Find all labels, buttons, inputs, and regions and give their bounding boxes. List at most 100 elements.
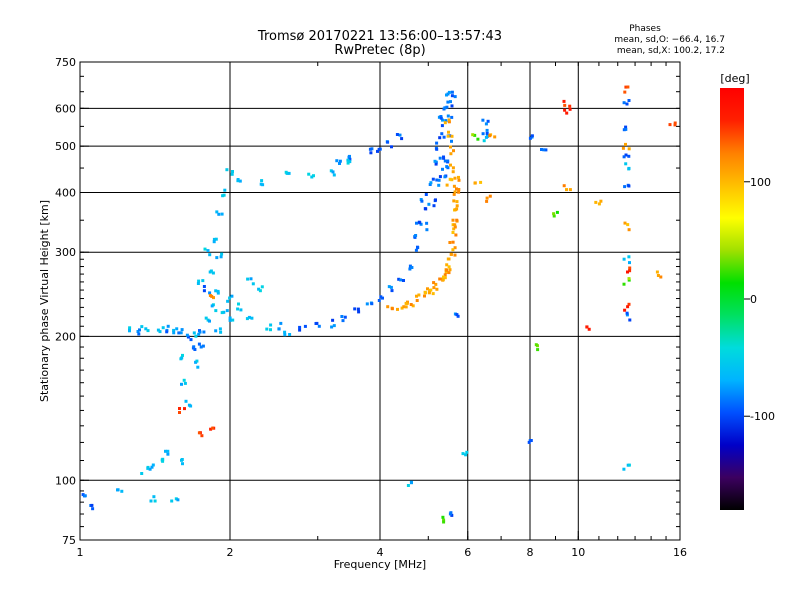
data-point bbox=[222, 193, 226, 197]
data-point bbox=[534, 343, 538, 347]
data-point bbox=[307, 172, 311, 176]
data-point bbox=[335, 159, 339, 163]
data-point bbox=[435, 287, 439, 291]
data-point bbox=[379, 295, 383, 299]
data-point bbox=[444, 119, 448, 123]
data-point bbox=[429, 181, 433, 185]
data-point bbox=[449, 163, 452, 167]
data-point bbox=[485, 132, 489, 135]
data-point bbox=[420, 199, 424, 203]
data-point bbox=[220, 311, 224, 315]
data-point bbox=[624, 125, 628, 129]
data-point bbox=[627, 166, 631, 170]
data-point bbox=[622, 467, 626, 471]
data-point bbox=[90, 503, 94, 507]
data-point bbox=[283, 333, 287, 337]
data-point bbox=[624, 142, 627, 146]
data-point bbox=[565, 188, 568, 192]
data-point bbox=[166, 449, 170, 453]
data-point bbox=[331, 318, 335, 322]
data-point bbox=[219, 255, 223, 259]
data-point bbox=[426, 287, 429, 291]
data-point bbox=[178, 407, 181, 410]
data-point bbox=[439, 116, 443, 120]
data-point bbox=[214, 309, 218, 313]
data-point bbox=[594, 200, 598, 204]
data-point bbox=[443, 273, 447, 277]
data-point bbox=[397, 277, 401, 281]
data-point bbox=[455, 204, 459, 208]
data-point bbox=[231, 170, 234, 173]
data-point bbox=[161, 457, 165, 461]
data-point bbox=[443, 159, 447, 163]
data-point bbox=[230, 172, 234, 176]
data-point bbox=[406, 484, 410, 487]
data-point bbox=[624, 162, 628, 166]
data-point bbox=[246, 277, 250, 281]
data-point bbox=[624, 153, 628, 157]
data-point bbox=[400, 137, 404, 141]
data-point bbox=[395, 133, 399, 136]
data-point bbox=[220, 212, 224, 216]
data-point bbox=[390, 307, 394, 311]
data-point bbox=[427, 291, 431, 295]
data-point bbox=[329, 169, 333, 173]
data-point bbox=[449, 252, 453, 256]
data-point bbox=[216, 289, 220, 293]
data-point bbox=[409, 303, 413, 306]
data-point bbox=[529, 439, 533, 442]
data-point bbox=[455, 218, 459, 222]
data-point bbox=[628, 269, 632, 273]
data-point bbox=[450, 90, 454, 94]
data-point bbox=[425, 221, 429, 225]
data-point bbox=[158, 330, 162, 334]
data-point bbox=[447, 265, 451, 269]
data-point bbox=[177, 331, 181, 335]
data-point bbox=[228, 296, 232, 300]
data-point bbox=[452, 184, 456, 188]
data-point bbox=[552, 214, 556, 218]
data-point bbox=[202, 285, 206, 288]
data-point bbox=[447, 257, 451, 261]
data-point bbox=[210, 294, 214, 298]
data-point bbox=[453, 246, 457, 250]
data-point bbox=[315, 321, 319, 325]
data-point bbox=[196, 282, 200, 285]
data-point bbox=[622, 101, 626, 105]
data-point bbox=[192, 345, 196, 349]
data-point bbox=[201, 344, 205, 348]
data-point bbox=[563, 103, 567, 107]
data-point bbox=[446, 100, 450, 104]
data-point bbox=[348, 157, 352, 161]
data-point bbox=[192, 331, 196, 335]
data-point bbox=[485, 128, 489, 132]
data-point bbox=[626, 85, 630, 89]
data-point bbox=[530, 134, 534, 138]
data-point bbox=[197, 332, 201, 336]
data-point bbox=[622, 155, 626, 159]
data-point bbox=[626, 223, 630, 227]
data-point bbox=[473, 133, 477, 137]
data-point bbox=[627, 255, 631, 259]
data-point bbox=[448, 268, 452, 272]
data-point bbox=[626, 305, 630, 309]
y-axis-label: Stationary phase Virtual Height [km] bbox=[38, 200, 51, 402]
data-point bbox=[446, 114, 450, 118]
data-point bbox=[435, 178, 439, 182]
data-point bbox=[137, 332, 141, 336]
data-point bbox=[442, 518, 446, 522]
data-point bbox=[144, 327, 148, 331]
data-point bbox=[212, 240, 216, 244]
data-point bbox=[404, 305, 408, 309]
data-point bbox=[341, 319, 345, 323]
colorbar-tick-label: -100 bbox=[750, 410, 775, 423]
data-point bbox=[91, 507, 95, 511]
data-point bbox=[128, 326, 132, 330]
data-point bbox=[624, 127, 628, 131]
data-point bbox=[484, 122, 488, 126]
data-point bbox=[218, 327, 222, 331]
data-point bbox=[186, 335, 190, 339]
data-point bbox=[284, 170, 288, 174]
data-point bbox=[146, 466, 150, 470]
data-point bbox=[185, 333, 189, 337]
